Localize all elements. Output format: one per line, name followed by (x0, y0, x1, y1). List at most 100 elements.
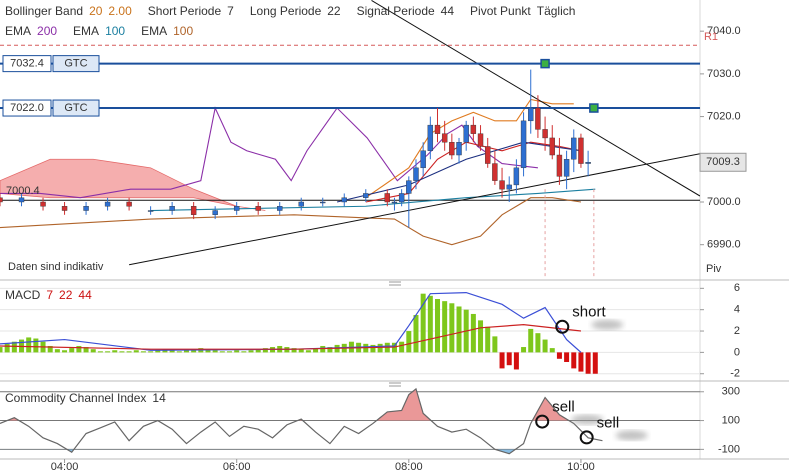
candle-body (61, 206, 68, 211)
y-tick-label: -100 (718, 443, 740, 455)
grip[interactable] (389, 281, 401, 387)
legend-text: EMA (73, 24, 99, 38)
trend-line (371, 0, 700, 197)
candle-body (556, 154, 563, 177)
legend-text: Pivot Punkt (470, 4, 531, 18)
candle-body (571, 137, 577, 160)
candle-body (40, 201, 46, 207)
legend-text: Signal Periode (357, 4, 435, 18)
histogram-bar (585, 352, 591, 374)
histogram-bar (542, 339, 548, 353)
candle-body (341, 197, 347, 203)
y-tick-label: 300 (722, 386, 740, 398)
y-tick-label: 7000.0 (707, 196, 741, 208)
order-tag-box[interactable] (52, 55, 100, 73)
candle-body (470, 124, 477, 134)
candle-body (477, 133, 484, 147)
y-tick-label: 100 (722, 414, 740, 426)
histogram-bar (456, 306, 462, 353)
histogram-bar (133, 350, 139, 353)
candle-body (578, 137, 584, 164)
histogram-bar (11, 341, 17, 353)
candle-body (513, 167, 520, 186)
annotation-shadow (591, 319, 624, 330)
legend-text: 44 (441, 4, 455, 18)
level-label: 7000.4 (6, 185, 40, 197)
histogram-bar (492, 336, 498, 353)
candle-body (298, 201, 304, 207)
candle-body (485, 146, 491, 164)
histogram-bar (26, 337, 32, 353)
histogram-bar (83, 347, 89, 353)
x-tick-label: 10:00 (567, 461, 595, 473)
legend-text: MACD (5, 288, 41, 302)
histogram-bar (4, 343, 10, 353)
order-price: 7022.0 (10, 102, 44, 114)
candle-body (391, 201, 398, 204)
histogram-bar (97, 351, 103, 353)
histogram-bar (528, 328, 534, 353)
histogram-bar (506, 352, 512, 366)
histogram-bar (183, 350, 189, 353)
candle-body (506, 184, 512, 190)
candle-body (585, 162, 591, 164)
candle-body (499, 180, 505, 190)
histogram-bar (549, 348, 555, 353)
legend-text: 2.00 (108, 4, 132, 18)
candle-body (563, 159, 570, 177)
candle-body (18, 197, 25, 203)
candle-body (427, 124, 434, 151)
candle-body (398, 193, 405, 203)
x-tick-label: 04:00 (51, 461, 79, 473)
histogram-bar (578, 352, 584, 372)
price-plot (0, 0, 700, 278)
histogram-bar (227, 351, 233, 353)
y-tick-label: 0 (734, 346, 740, 358)
histogram-bar (427, 295, 433, 353)
candle-body (384, 193, 390, 203)
legend-text: Täglich (537, 4, 576, 18)
candle-body (255, 206, 261, 211)
histogram-bar (499, 352, 505, 369)
histogram-bar (556, 352, 562, 359)
histogram-bar (248, 350, 254, 353)
histogram-bar (191, 349, 197, 353)
last-price-box (699, 152, 747, 172)
annotation-circle (555, 319, 570, 334)
y-tick-label: 7020.0 (707, 110, 741, 122)
candle-body (492, 163, 498, 181)
histogram-bar (564, 352, 570, 362)
y-tick-label: 7030.0 (707, 68, 741, 80)
histogram-bar (442, 301, 448, 353)
histogram-bar (449, 303, 455, 353)
candle-body (420, 150, 426, 169)
histogram-bar (169, 350, 175, 353)
candle-body (190, 206, 197, 215)
candle-body (406, 180, 412, 194)
candle-body (277, 206, 283, 211)
legend-text: 7 (227, 4, 234, 18)
y-tick-label: 6 (734, 282, 740, 294)
histogram-bar (485, 326, 491, 353)
histogram-bar (76, 345, 82, 353)
histogram-bar (406, 331, 412, 353)
histogram-bar (205, 349, 211, 353)
y-tick-label: 6990.0 (707, 239, 741, 251)
legend-text: EMA (5, 24, 31, 38)
cci-fill-above (0, 388, 603, 421)
candle-body (463, 124, 469, 143)
order-tag: GTC (64, 58, 87, 70)
y-tick-label: 4 (734, 304, 740, 316)
annotation-shadow (615, 430, 648, 441)
histogram-bar (291, 348, 297, 353)
order-marker (589, 103, 599, 113)
legend-text: 20 (89, 4, 103, 18)
macd-line (0, 292, 582, 353)
candle-body (542, 129, 548, 139)
histogram-bar (377, 343, 383, 353)
legend-text: 22 (59, 288, 73, 302)
trend-line (129, 153, 700, 266)
histogram-bar (305, 350, 311, 353)
order-tag-box[interactable] (52, 99, 100, 117)
